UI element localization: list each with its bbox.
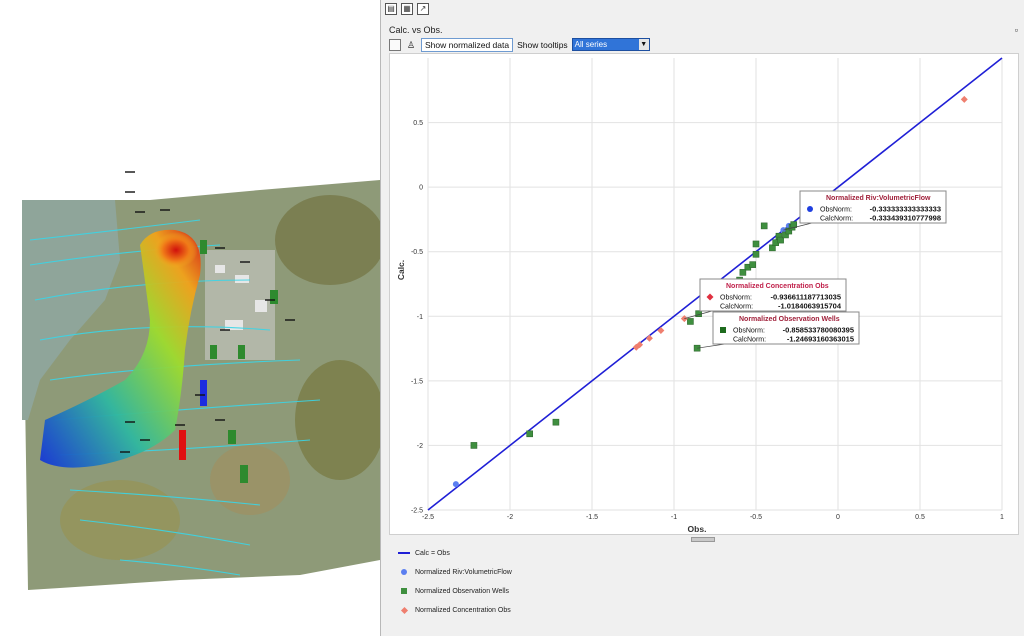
normalized-observation-wells-point	[749, 261, 757, 268]
legend-label: Calc = Obs	[415, 549, 450, 557]
tooltip-title: Normalized Concentration Obs	[726, 283, 829, 290]
tooltip-pointer	[684, 310, 713, 319]
normalized-concentration-obs-point	[657, 326, 665, 334]
chevron-down-icon[interactable]: ▼	[638, 39, 649, 50]
tooltip-box	[712, 311, 860, 345]
tooltip-value: -0.333333333333333	[870, 205, 941, 214]
show-tooltips-label: Show tooltips	[517, 39, 568, 50]
tooltip-marker	[706, 293, 714, 301]
diamond-marker-icon	[397, 606, 411, 614]
panel-toolbar: ▤ ▦ ↗	[385, 3, 429, 19]
tooltip-box	[799, 190, 947, 224]
legend-item[interactable]: Calc = Obs	[397, 547, 450, 559]
tooltip-value: -0.333439310777998	[870, 214, 941, 223]
x-tick-label: -0.5	[750, 514, 762, 521]
legend-label: Normalized Riv:VolumetricFlow	[415, 568, 512, 576]
normalized-concentration-obs-point	[960, 95, 968, 103]
normalized-concentration-obs-point	[636, 341, 644, 349]
tooltip-title: Normalized Observation Wells	[739, 316, 840, 323]
normalized-observation-wells-point	[470, 442, 478, 449]
legend-label: Normalized Observation Wells	[415, 587, 510, 595]
x-tick-label: -2	[507, 514, 513, 521]
series-select-value: All series	[572, 39, 639, 50]
normalized-observation-wells-point	[739, 269, 747, 276]
x-tick-label: -1	[671, 514, 677, 521]
line-marker-icon	[397, 552, 411, 554]
legend-label: Normalized Concentration Obs	[415, 606, 511, 614]
normalized-observation-wells-point	[552, 418, 560, 426]
normalized-observation-wells-point	[695, 310, 702, 318]
chart-legend: Calc = Obs Normalized Riv:VolumetricFlow N…	[389, 537, 1019, 629]
tooltip-pointer	[783, 222, 813, 231]
tooltip-value: -1.24693160363015	[787, 335, 854, 344]
x-tick-label: 1	[1000, 514, 1004, 521]
tooltip-label: CalcNorm:	[733, 337, 766, 344]
x-tick-label: -2.5	[422, 514, 434, 521]
y-tick-label: -2	[417, 443, 423, 450]
tooltip-title: Normalized Riv:VolumetricFlow	[826, 195, 931, 202]
calc-vs-obs-panel: ▤ ▦ ↗ Calc. vs Obs. ▫ ♙ Show normalized …	[380, 0, 1024, 636]
tooltip-label: ObsNorm:	[820, 207, 852, 214]
tooltip: Normalized Concentration Obs ObsNorm: -0.9…	[684, 278, 847, 319]
normalized-observation-wells-point	[777, 236, 784, 244]
calc-vs-obs-chart: -2.5 -2 -1.5 -1 -0.5 0 0.5 1 -2.5 -2 -1.5 -1 -0.5 0 0.…	[396, 57, 1004, 534]
tooltip: Normalized Observation Wells ObsNorm: -0.8…	[697, 311, 860, 349]
normalized-observation-wells-point	[687, 318, 694, 325]
tooltip-pointer	[697, 343, 726, 349]
normalized-observation-wells-point	[760, 222, 768, 230]
y-tick-label: 0.5	[413, 120, 423, 127]
pin-icon[interactable]: ♙	[406, 39, 416, 50]
tooltip-label: CalcNorm:	[820, 216, 853, 223]
normalized-observation-wells-point	[526, 430, 533, 438]
normalized-concentration-obs-point	[632, 343, 640, 351]
tooltip-marker	[720, 327, 726, 333]
legend-item[interactable]: Normalized Concentration Obs	[397, 604, 511, 616]
y-tick-label: -1	[417, 314, 423, 321]
clipboard-icon[interactable]: ▤	[385, 3, 397, 15]
groundwater-plume-map-image	[22, 171, 385, 590]
x-tick-label: -1.5	[586, 514, 598, 521]
y-tick-label: -1.5	[411, 378, 423, 385]
tooltip-label: ObsNorm:	[733, 328, 765, 335]
x-tick-label: 0.5	[915, 514, 925, 521]
tooltip-label: ObsNorm:	[720, 295, 752, 302]
legend-item[interactable]: Normalized Riv:VolumetricFlow	[397, 566, 512, 578]
y-tick-label: 0	[419, 185, 423, 192]
y-tick-label: -0.5	[411, 249, 423, 256]
chart-area[interactable]: -2.5 -2 -1.5 -1 -0.5 0 0.5 1 -2.5 -2 -1.5 -1 -0.5 0 0.…	[389, 53, 1019, 535]
show-normalized-button[interactable]: Show normalized data	[421, 37, 514, 52]
tooltip-marker	[807, 206, 813, 212]
chart-icon[interactable]: ↗	[417, 3, 429, 15]
panel-title: Calc. vs Obs.	[389, 25, 443, 35]
normalized-riv-volumetricflow-point	[452, 481, 459, 488]
chart-toolbar: ♙ Show normalized data Show tooltips All…	[389, 37, 650, 52]
maximize-icon[interactable]: ▫	[1014, 25, 1018, 35]
x-tick-label: 0	[836, 514, 840, 521]
normalized-observation-wells-point	[752, 250, 760, 258]
y-tick-label: -2.5	[411, 508, 423, 515]
circle-marker-icon	[397, 569, 411, 575]
layout-icon[interactable]	[389, 38, 401, 51]
normalized-observation-wells-point	[752, 240, 760, 248]
model-map-view	[0, 0, 385, 636]
tooltip: Normalized Riv:VolumetricFlow ObsNorm: -0.…	[783, 190, 947, 231]
square-marker-icon	[397, 588, 411, 594]
tooltip-value: -1.0184063915704	[778, 302, 842, 311]
x-axis-title: Obs.	[688, 524, 707, 534]
tooltip-label: CalcNorm:	[720, 304, 753, 311]
tooltip-box	[699, 278, 847, 312]
normalized-concentration-obs-point	[645, 334, 653, 342]
table-icon[interactable]: ▦	[401, 3, 413, 15]
tooltip-value: -0.936611187713035	[771, 293, 842, 302]
splitter-handle[interactable]	[691, 537, 715, 542]
tooltip-value: -0.858533780080395	[783, 326, 854, 335]
series-select[interactable]: All series ▼	[571, 38, 650, 51]
y-axis-title: Calc.	[396, 260, 406, 280]
legend-item[interactable]: Normalized Observation Wells	[397, 585, 509, 597]
